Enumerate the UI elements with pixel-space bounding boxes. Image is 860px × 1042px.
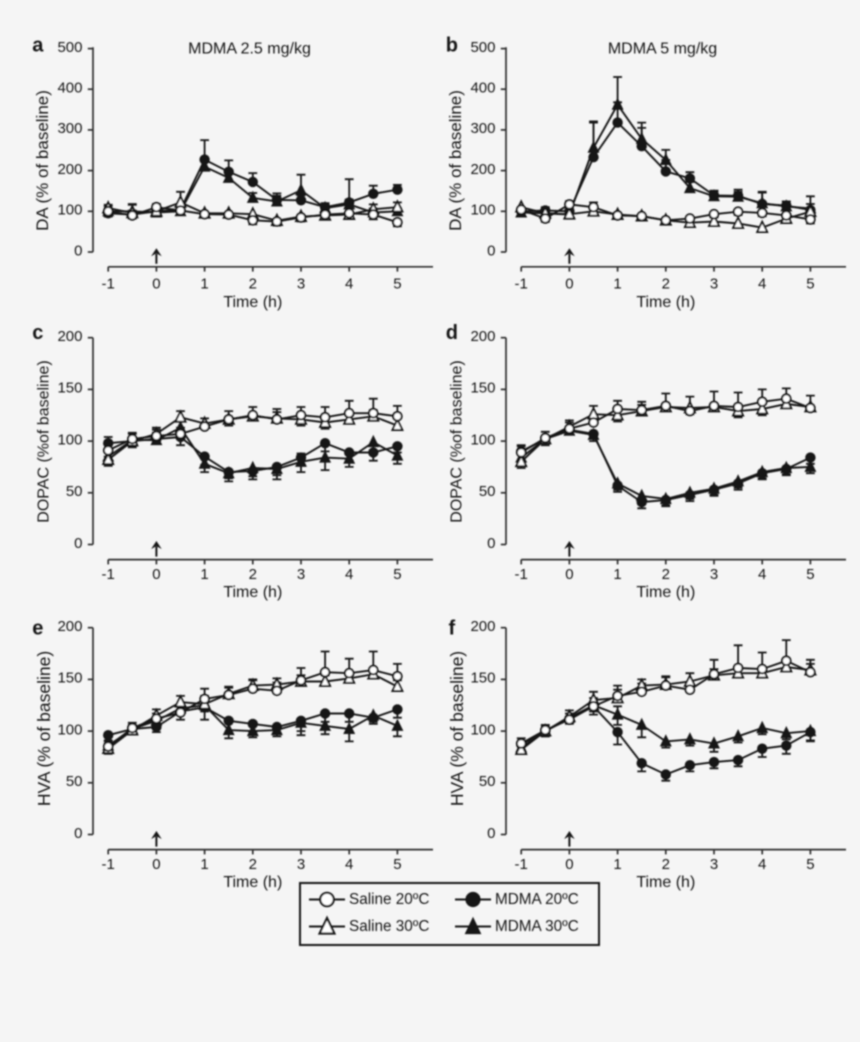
svg-text:e: e: [32, 618, 43, 640]
svg-text:0: 0: [487, 242, 495, 259]
svg-text:5: 5: [806, 566, 814, 583]
svg-text:3: 3: [710, 566, 718, 583]
svg-text:-1: -1: [102, 276, 115, 293]
svg-text:100: 100: [57, 202, 82, 219]
svg-text:5: 5: [806, 856, 814, 873]
svg-text:2: 2: [249, 566, 257, 583]
svg-text:DA (% of baseline): DA (% of baseline): [446, 90, 465, 231]
svg-text:5: 5: [393, 566, 401, 583]
svg-text:MDMA 30ºC: MDMA 30ºC: [495, 918, 579, 935]
svg-text:Time (h): Time (h): [636, 874, 695, 891]
svg-text:Time (h): Time (h): [636, 294, 695, 311]
svg-text:400: 400: [57, 80, 82, 97]
svg-text:300: 300: [470, 120, 495, 137]
svg-text:4: 4: [345, 856, 353, 873]
svg-text:1: 1: [200, 566, 208, 583]
svg-text:150: 150: [57, 670, 82, 687]
svg-text:DOPAC (%of baseline): DOPAC (%of baseline): [35, 360, 52, 522]
svg-text:2: 2: [662, 276, 670, 293]
svg-text:HVA (% of baseline): HVA (% of baseline): [447, 651, 467, 806]
svg-text:100: 100: [470, 721, 495, 738]
svg-text:4: 4: [758, 566, 766, 583]
svg-text:Time (h): Time (h): [223, 584, 282, 601]
svg-text:2: 2: [662, 566, 670, 583]
svg-text:100: 100: [57, 431, 82, 448]
svg-text:DOPAC (%of baseline): DOPAC (%of baseline): [448, 360, 465, 522]
svg-text:500: 500: [57, 39, 82, 56]
svg-text:Saline 30ºC: Saline 30ºC: [349, 918, 429, 935]
svg-text:MDMA 5 mg/kg: MDMA 5 mg/kg: [608, 41, 717, 58]
svg-text:50: 50: [66, 773, 83, 790]
svg-text:Time (h): Time (h): [223, 874, 282, 891]
svg-text:1: 1: [200, 276, 208, 293]
svg-text:d: d: [446, 322, 458, 344]
svg-text:4: 4: [758, 856, 766, 873]
svg-text:300: 300: [57, 120, 82, 137]
svg-text:3: 3: [710, 276, 718, 293]
svg-text:200: 200: [57, 328, 82, 345]
svg-text:f: f: [448, 618, 455, 640]
svg-text:-1: -1: [102, 566, 115, 583]
svg-text:3: 3: [297, 566, 305, 583]
svg-text:0: 0: [565, 566, 573, 583]
svg-text:Saline 20ºC: Saline 20ºC: [349, 891, 429, 908]
svg-text:0: 0: [565, 276, 573, 293]
svg-text:200: 200: [57, 161, 82, 178]
svg-text:Time (h): Time (h): [223, 294, 282, 311]
svg-text:50: 50: [66, 483, 83, 500]
svg-text:4: 4: [345, 566, 353, 583]
svg-text:0: 0: [487, 825, 495, 842]
svg-text:200: 200: [470, 328, 495, 345]
svg-text:0: 0: [565, 856, 573, 873]
svg-text:5: 5: [806, 276, 814, 293]
svg-text:200: 200: [57, 618, 82, 635]
svg-text:0: 0: [487, 535, 495, 552]
svg-text:b: b: [446, 34, 458, 56]
svg-text:MDMA 2.5 mg/kg: MDMA 2.5 mg/kg: [188, 41, 311, 58]
svg-text:2: 2: [249, 856, 257, 873]
svg-text:5: 5: [393, 276, 401, 293]
svg-text:DA (% of baseline): DA (% of baseline): [33, 90, 52, 231]
svg-text:150: 150: [470, 380, 495, 397]
svg-text:3: 3: [710, 856, 718, 873]
svg-text:2: 2: [249, 276, 257, 293]
svg-text:1: 1: [613, 856, 621, 873]
svg-text:1: 1: [613, 566, 621, 583]
svg-text:3: 3: [297, 856, 305, 873]
svg-text:c: c: [32, 322, 43, 344]
svg-text:0: 0: [74, 242, 82, 259]
svg-text:400: 400: [470, 80, 495, 97]
svg-text:-1: -1: [515, 566, 528, 583]
svg-text:3: 3: [297, 276, 305, 293]
svg-text:500: 500: [470, 39, 495, 56]
svg-text:2: 2: [662, 856, 670, 873]
svg-text:Time (h): Time (h): [636, 584, 695, 601]
svg-text:1: 1: [200, 856, 208, 873]
svg-text:150: 150: [470, 670, 495, 687]
svg-text:100: 100: [470, 431, 495, 448]
svg-text:0: 0: [152, 856, 160, 873]
svg-text:100: 100: [470, 202, 495, 219]
svg-text:4: 4: [758, 276, 766, 293]
svg-text:50: 50: [479, 773, 496, 790]
svg-text:100: 100: [57, 721, 82, 738]
svg-text:0: 0: [74, 535, 82, 552]
svg-text:150: 150: [57, 380, 82, 397]
svg-text:1: 1: [613, 276, 621, 293]
svg-text:a: a: [32, 34, 44, 56]
svg-text:4: 4: [345, 276, 353, 293]
svg-text:-1: -1: [102, 856, 115, 873]
svg-text:HVA (% of baseline): HVA (% of baseline): [34, 651, 54, 806]
svg-text:50: 50: [479, 483, 496, 500]
svg-text:200: 200: [470, 161, 495, 178]
svg-text:MDMA 20ºC: MDMA 20ºC: [495, 891, 579, 908]
svg-text:0: 0: [74, 825, 82, 842]
svg-text:-1: -1: [515, 856, 528, 873]
svg-text:0: 0: [152, 566, 160, 583]
svg-text:5: 5: [393, 856, 401, 873]
svg-text:0: 0: [152, 276, 160, 293]
svg-text:200: 200: [470, 618, 495, 635]
svg-text:-1: -1: [515, 276, 528, 293]
